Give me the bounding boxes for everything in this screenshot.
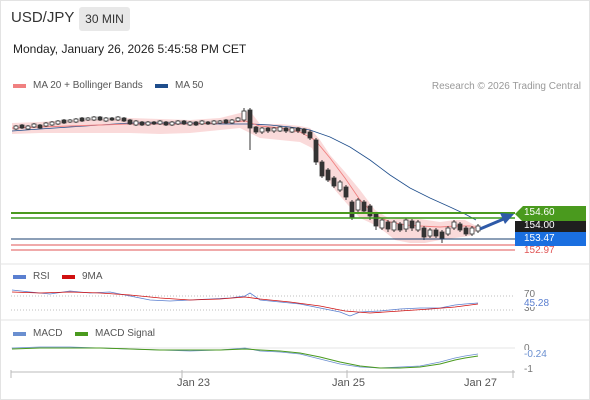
pivot-tag-shape xyxy=(515,221,586,232)
rsi-level-high-label: 70 xyxy=(524,289,536,300)
legend-macd-signal: MACD Signal xyxy=(75,328,155,339)
interval-button[interactable]: 30 MIN xyxy=(79,7,130,31)
legend-ma20: MA 20 + Bollinger Bands xyxy=(13,80,143,91)
macd-zero-label: 0 xyxy=(524,344,530,350)
legend-macd-swatch xyxy=(13,331,26,336)
legend-rsi-ma-label: 9MA xyxy=(82,271,103,282)
resistance-tag-shape xyxy=(515,206,586,222)
legend-ma50: MA 50 xyxy=(155,80,203,91)
legend-ma20-label: MA 20 + Bollinger Bands xyxy=(33,80,143,91)
x-tick-jan27: Jan 27 xyxy=(464,377,498,389)
legend-rsi: RSI xyxy=(13,271,50,282)
legend-ma20-swatch xyxy=(13,83,26,88)
last-price-label: 153.47 xyxy=(524,233,555,244)
legend-rsi-label: RSI xyxy=(33,271,50,282)
timestamp: Monday, January 26, 2026 5:45:58 PM CET xyxy=(13,42,247,56)
support-price-label: 152.97 xyxy=(524,245,555,256)
rsi-level-low-label: 30 xyxy=(524,307,535,312)
last-tag-shape xyxy=(515,232,586,246)
legend-rsi-ma-swatch xyxy=(62,274,75,279)
ma20-line xyxy=(11,120,479,229)
x-tick-jan25: Jan 25 xyxy=(332,377,366,389)
rsi-ma-line xyxy=(11,291,479,314)
macd-low-label: -1 xyxy=(524,364,533,375)
candle-bodies xyxy=(13,109,481,240)
forecast-arrow xyxy=(479,213,514,231)
macd-value-label: -0.24 xyxy=(524,349,547,360)
legend-macd-signal-label: MACD Signal xyxy=(95,328,156,339)
macd-line xyxy=(11,346,479,369)
credit-text: Research © 2026 Trading Central xyxy=(431,81,581,92)
x-tick-jan23: Jan 23 xyxy=(177,377,211,389)
legend-rsi-ma: 9MA xyxy=(62,271,103,282)
macd-signal-line xyxy=(11,347,479,369)
legend-macd: MACD xyxy=(13,328,62,339)
rsi-line xyxy=(11,289,479,317)
legend-macd-label: MACD xyxy=(33,328,63,339)
legend-macd-signal-swatch xyxy=(75,331,88,336)
legend-ma50-swatch xyxy=(155,83,168,88)
resistance-price-label: 154.60 xyxy=(524,207,555,218)
symbol-title: USD/JPY xyxy=(11,9,75,26)
ma50-line xyxy=(11,122,477,221)
rsi-value-label: 45.28 xyxy=(524,298,550,309)
legend-ma50-label: MA 50 xyxy=(175,80,204,91)
legend-rsi-swatch xyxy=(13,274,26,279)
pivot-price-label: 154.00 xyxy=(524,220,555,231)
